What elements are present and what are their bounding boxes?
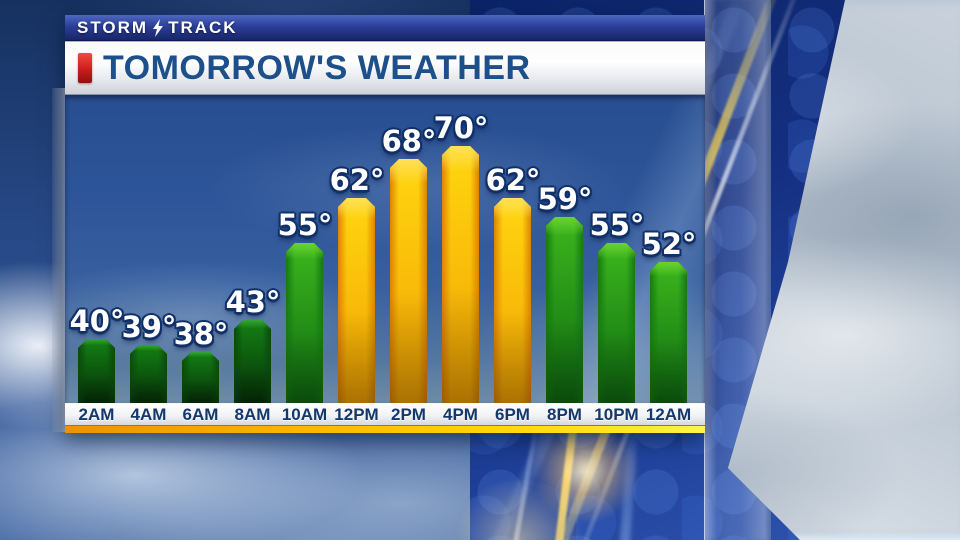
time-tick-label: 12AM (645, 405, 692, 424)
bar-column: 52° (642, 95, 696, 403)
temp-value-label: 62° (485, 163, 541, 197)
red-accent-bar-icon (78, 53, 92, 83)
temp-value-label: 70° (433, 111, 489, 145)
temp-value-label: 68° (381, 124, 437, 158)
temp-bar (338, 198, 375, 403)
time-axis: 2AM 4AM 6AM 8AM 10AM 12PM 2PM 4PM 6PM 8PM 10PM 12AM (65, 403, 705, 425)
temp-value-label: 39° (121, 310, 177, 344)
time-tick-label: 8AM (234, 405, 271, 424)
bar-column: 55° (590, 95, 644, 403)
temp-value-label: 59° (537, 182, 593, 216)
time-tick-label: 8PM (547, 405, 582, 424)
time-tick-label: 4PM (443, 405, 478, 424)
forecast-panel: STORM TRACK TOMORROW'S WEATHER 40° 39° 38°… (65, 15, 705, 433)
title-bar: TOMORROW'S WEATHER (65, 41, 705, 95)
temp-bar (234, 320, 271, 403)
time-tick-label: 4AM (130, 405, 167, 424)
temp-value-label: 38° (173, 317, 229, 351)
temp-value-label: 52° (641, 227, 697, 261)
time-tick-label: 6PM (495, 405, 530, 424)
track-label: TRACK (168, 18, 238, 37)
temp-bar (442, 146, 479, 403)
bar-chart: 40° 39° 38° 43° 55° 62° 68° 70° 62° 59° 55° 52° (65, 95, 705, 403)
temp-value-label: 55° (277, 208, 333, 242)
temp-bar (390, 159, 427, 403)
bar-column: 62° (330, 95, 384, 403)
temp-value-label: 55° (589, 208, 645, 242)
page-title: TOMORROW'S WEATHER (103, 49, 531, 87)
bar-column: 40° (70, 95, 124, 403)
temp-bar (130, 345, 167, 403)
bar-column: 68° (382, 95, 436, 403)
temp-value-label: 40° (69, 304, 125, 338)
temp-bar (546, 217, 583, 403)
time-tick-label: 2AM (78, 405, 115, 424)
temp-bar (78, 339, 115, 403)
bar-column: 38° (174, 95, 228, 403)
bar-column: 62° (486, 95, 540, 403)
time-tick-label: 12PM (334, 405, 379, 424)
time-tick-label: 6AM (182, 405, 219, 424)
temp-bar (598, 243, 635, 403)
storm-track-banner: STORM TRACK (65, 15, 705, 41)
temp-value-label: 62° (329, 163, 385, 197)
bar-column: 59° (538, 95, 592, 403)
time-tick-label: 2PM (391, 405, 426, 424)
temp-bar (650, 262, 687, 403)
temp-bar (494, 198, 531, 403)
bar-column: 43° (226, 95, 280, 403)
bar-column: 55° (278, 95, 332, 403)
time-tick-label: 10AM (281, 405, 328, 424)
temp-bar (182, 352, 219, 403)
lightning-bolt-icon (153, 18, 164, 37)
temp-bar (286, 243, 323, 403)
storm-label: STORM (77, 18, 149, 37)
bar-column: 70° (434, 95, 488, 403)
bar-column: 39° (122, 95, 176, 403)
time-tick-label: 10PM (594, 405, 639, 424)
temp-value-label: 43° (225, 285, 281, 319)
axis-underline (65, 425, 705, 433)
